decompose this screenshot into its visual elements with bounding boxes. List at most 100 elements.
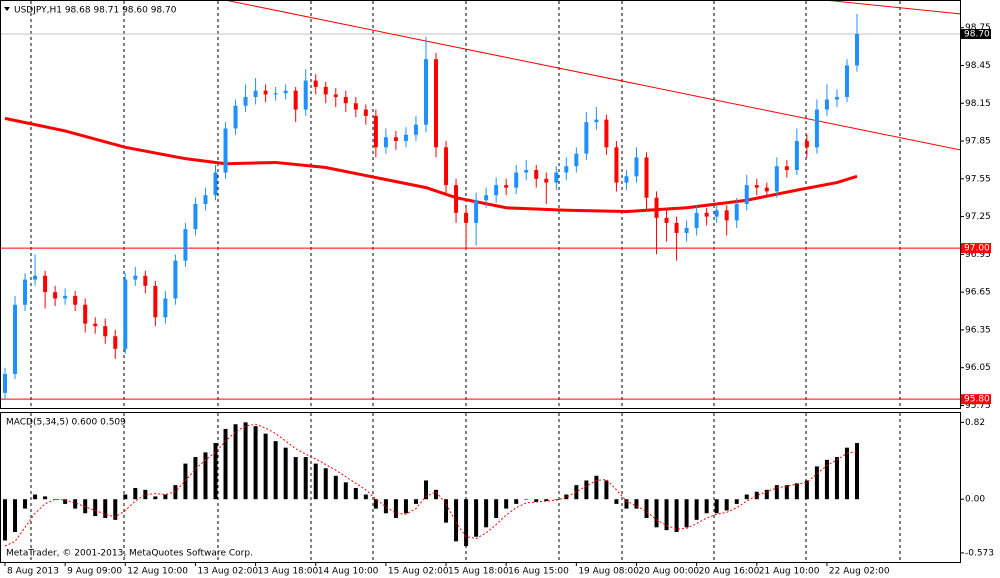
macd-bar [474,499,479,537]
chart-title: USDJPY,H1 98.68 98.71 98.60 98.70 [14,6,177,16]
macd-bar [13,499,18,533]
x-tick-label: 16 Aug 15:00 [508,567,569,577]
title-marker [4,7,10,11]
candle-body [363,109,368,116]
macd-bar [143,489,148,500]
macd-bar [774,485,779,500]
period-separators [30,1,901,562]
y-tick-label: 95.75 [965,401,991,411]
candle-body [193,204,198,230]
macd-bar [353,487,358,500]
candle-body [293,90,298,110]
candle-body [784,166,789,170]
y-tick-label: 98.45 [965,61,991,71]
candle-body [694,212,699,228]
macd-bar [544,499,549,502]
macd-bar [714,499,719,514]
macd-bar [313,463,318,500]
macd-bar [704,499,709,514]
candle-body [403,134,408,142]
macd-bar [784,485,789,500]
candle-body [684,227,689,233]
candle-body [3,374,7,393]
y-tick-label: 97.55 [965,174,991,184]
macd-bar [153,496,158,500]
macd-bar [403,499,408,514]
macd-bar [855,442,859,500]
candle-body [814,109,819,148]
candle-body [754,185,759,188]
candle-body [664,217,669,223]
y-tick-label: -0.573 [965,548,994,558]
macd-bar [604,480,609,500]
macd-bar [273,441,278,500]
x-tick-label: 19 Aug 08:00 [578,567,639,577]
macd-bar [393,499,398,518]
macd-bar [684,499,689,528]
candle-body [484,195,489,201]
macd-bar [53,499,58,500]
macd-title: MACD(5,34,5) 0.600 0.509 [6,418,126,428]
candle-body [123,279,128,349]
macd-bar [554,499,559,500]
candle-body [113,336,118,349]
candle-body [544,178,549,183]
last-price-label: 98.70 [964,30,990,40]
macd-bar [233,424,238,500]
x-tick-label: 21 Aug 10:00 [759,567,820,577]
macd-bar [183,463,188,500]
candle-body [454,185,459,213]
macd-bar [293,457,298,500]
candle-body [33,275,38,280]
macd-panel [0,412,961,563]
macd-bar [764,489,769,500]
macd-bar [423,480,428,500]
candle-body [413,124,418,135]
y-tick-label: 98.15 [965,99,991,109]
y-tick-label: 97.25 [965,212,991,222]
macd-bar [303,457,308,500]
candle-body [313,80,318,87]
macd-bar [744,494,749,500]
macd-bar [434,489,439,500]
candle-body [23,279,28,305]
macd-bar [584,480,589,500]
macd-bar [363,494,368,500]
candle-body [834,96,839,100]
moving-average [4,116,858,214]
candle-body [333,94,338,97]
macd-bar [383,499,388,514]
candle-body [63,295,68,299]
candle-body [13,304,18,374]
macd-bar [103,499,108,518]
candle-body [644,157,649,198]
footer: MetaTrader, © 2001-2013, MetaQuotes Soft… [6,549,253,559]
macd-bar [804,480,809,500]
candle-body [804,141,809,148]
candle-body [173,260,178,299]
candle-body [574,153,579,167]
candle-body [554,172,559,183]
candle-body [514,172,519,188]
macd-bar [834,457,839,500]
x-tick-label: 13 Aug 02:00 [197,567,258,577]
candle-body [43,275,48,293]
macd-bar [754,491,759,500]
macd-bar [193,457,198,500]
y-tick-label: 96.05 [965,363,991,373]
macd-bar [824,459,829,500]
macd-bar [43,496,48,500]
macd-bar [263,433,268,500]
candle-body [794,141,799,170]
macd-bar [674,499,679,533]
candle-body [724,210,729,221]
candle-body [353,103,358,110]
trendline [829,1,960,15]
candle-body [273,93,278,95]
candle-body [584,122,589,154]
candle-body [393,137,398,142]
hline-label-bg [961,243,991,254]
y-tick-label: 98.75 [965,23,991,33]
macd-bar [444,499,449,523]
